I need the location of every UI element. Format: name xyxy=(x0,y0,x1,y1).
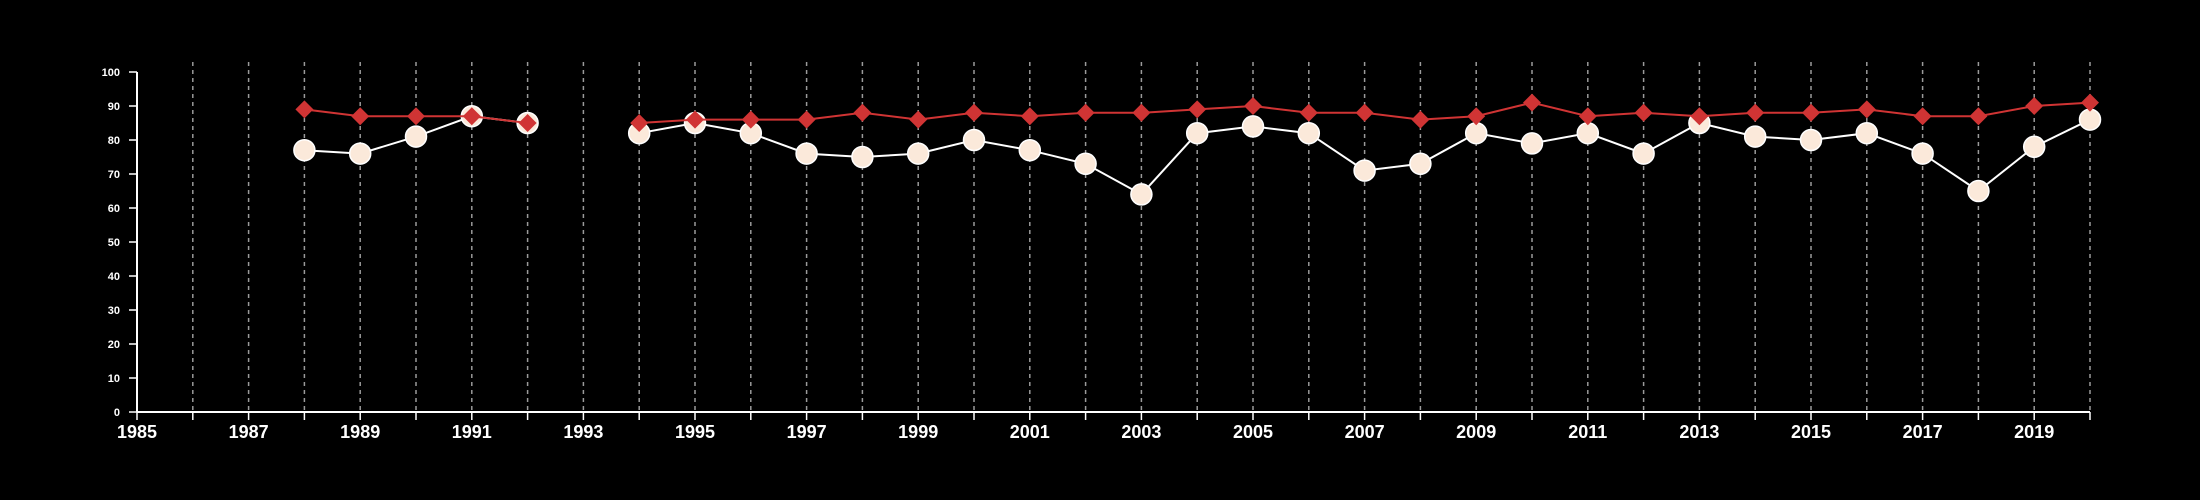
x-tick-label-2007: 2007 xyxy=(1345,422,1385,442)
point-circle-1989 xyxy=(348,142,372,165)
point-diamond-1989 xyxy=(351,107,370,126)
point-diamond-2020 xyxy=(2081,93,2099,112)
point-circle-2016 xyxy=(1855,121,1879,145)
x-tick-label-2001: 2001 xyxy=(1010,422,1050,442)
point-circle-2018 xyxy=(1967,179,1990,203)
point-diamond-2015 xyxy=(1802,103,1820,122)
point-circle-2009 xyxy=(1464,121,1488,145)
y-tick-label-40: 40 xyxy=(108,271,120,283)
point-diamond-1991 xyxy=(462,107,481,126)
point-circle-1988 xyxy=(293,138,316,162)
point-diamond-2001 xyxy=(1020,107,1039,126)
point-diamond-2017 xyxy=(1913,107,1932,126)
point-circle-2019 xyxy=(2022,135,2046,159)
point-diamond-1992 xyxy=(518,114,537,132)
point-circle-2020 xyxy=(2078,108,2102,131)
x-tick-label-1989: 1989 xyxy=(340,422,380,442)
point-diamond-1996 xyxy=(741,110,760,129)
y-tick-label-50: 50 xyxy=(108,237,120,249)
x-tick-label-1991: 1991 xyxy=(452,422,492,442)
point-circle-2012 xyxy=(1632,142,1655,165)
point-circle-1990 xyxy=(404,125,428,148)
point-circle-2001 xyxy=(1018,138,1042,162)
point-circle-2015 xyxy=(1799,128,1823,152)
point-diamond-2008 xyxy=(1411,110,1430,129)
point-diamond-2013 xyxy=(1690,107,1709,126)
point-diamond-2009 xyxy=(1467,107,1486,126)
point-diamond-2016 xyxy=(1857,100,1876,119)
point-diamond-2011 xyxy=(1578,107,1597,126)
point-diamond-2006 xyxy=(1299,103,1318,122)
series xyxy=(293,93,2102,206)
y-tick-label-20: 20 xyxy=(108,339,120,351)
point-circle-1999 xyxy=(906,142,930,165)
series-diamond xyxy=(295,93,2099,132)
x-tick-label-1993: 1993 xyxy=(563,422,603,442)
point-diamond-1988 xyxy=(295,100,314,119)
point-diamond-2003 xyxy=(1132,103,1151,122)
y-tick-label-30: 30 xyxy=(108,305,120,317)
point-circle-2000 xyxy=(962,128,986,152)
point-circle-2003 xyxy=(1130,183,1153,206)
y-tick-label-80: 80 xyxy=(108,135,120,147)
point-circle-2017 xyxy=(1911,142,1934,165)
y-tick-label-10: 10 xyxy=(108,373,120,385)
x-tick-label-1985: 1985 xyxy=(117,422,157,442)
axes: 0 10 20 30 40 50 60 70 80 90 100 1985 1987 1989 1991 19… xyxy=(102,67,2091,442)
point-diamond-2014 xyxy=(1746,103,1765,122)
x-tick-label-2019: 2019 xyxy=(2014,422,2054,442)
y-tick-label-70: 70 xyxy=(108,169,120,181)
point-diamond-2000 xyxy=(965,103,983,122)
point-diamond-1999 xyxy=(909,110,928,129)
point-diamond-1990 xyxy=(407,107,425,126)
point-diamond-2002 xyxy=(1076,103,1095,122)
y-tick-label-100: 100 xyxy=(102,67,120,79)
y-tick-label-60: 60 xyxy=(108,203,120,215)
y-tick-label-90: 90 xyxy=(108,101,120,113)
point-diamond-2019 xyxy=(2025,97,2044,115)
point-circle-2008 xyxy=(1409,152,1432,176)
point-circle-2011 xyxy=(1576,121,1600,145)
x-tick-label-2009: 2009 xyxy=(1456,422,1496,442)
point-circle-1998 xyxy=(851,145,874,169)
x-tick-label-2005: 2005 xyxy=(1233,422,1273,442)
x-tick-label-2003: 2003 xyxy=(1121,422,1161,442)
point-circle-2007 xyxy=(1353,159,1376,182)
x-tick-label-1999: 1999 xyxy=(898,422,938,442)
x-tick-label-2011: 2011 xyxy=(1568,422,1607,442)
point-diamond-1998 xyxy=(853,103,872,122)
point-diamond-2005 xyxy=(1244,97,1262,115)
y-tick-label-0: 0 xyxy=(114,407,120,419)
x-tick-label-2015: 2015 xyxy=(1791,422,1831,442)
x-tick-label-1995: 1995 xyxy=(675,422,715,442)
point-circle-2002 xyxy=(1074,152,1097,176)
point-diamond-1997 xyxy=(797,110,816,129)
point-circle-1997 xyxy=(795,142,818,165)
x-tick-label-1987: 1987 xyxy=(229,422,269,442)
point-diamond-2010 xyxy=(1523,93,1541,112)
point-diamond-2004 xyxy=(1188,100,1207,119)
point-diamond-1994 xyxy=(630,114,649,132)
point-circle-2004 xyxy=(1185,121,1209,145)
point-diamond-1995 xyxy=(686,110,704,129)
point-circle-2014 xyxy=(1743,125,1767,148)
point-circle-2010 xyxy=(1520,132,1544,155)
x-tick-label-1997: 1997 xyxy=(787,422,827,442)
point-diamond-2012 xyxy=(1634,103,1653,122)
point-diamond-2007 xyxy=(1355,103,1374,122)
point-circle-2006 xyxy=(1297,121,1321,145)
point-diamond-2018 xyxy=(1969,107,1988,126)
point-circle-2005 xyxy=(1241,115,1265,138)
x-tick-label-2017: 2017 xyxy=(1903,422,1943,442)
x-tick-label-2013: 2013 xyxy=(1679,422,1719,442)
